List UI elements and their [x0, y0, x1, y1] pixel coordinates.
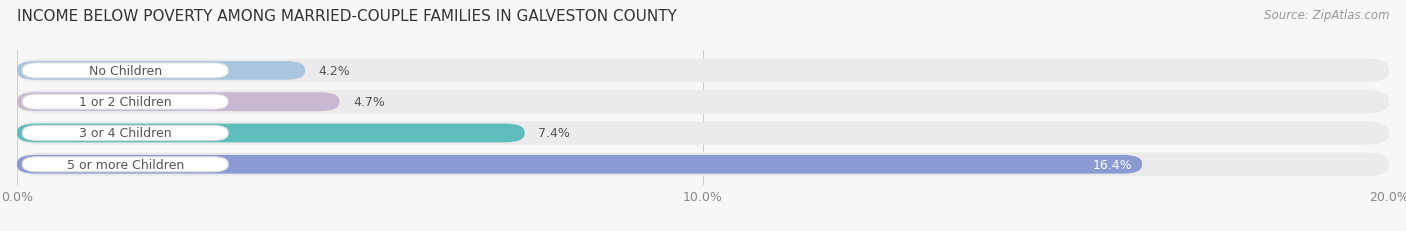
Text: 7.4%: 7.4%	[538, 127, 571, 140]
Text: 3 or 4 Children: 3 or 4 Children	[79, 127, 172, 140]
FancyBboxPatch shape	[17, 91, 1389, 114]
Text: 5 or more Children: 5 or more Children	[66, 158, 184, 171]
Text: INCOME BELOW POVERTY AMONG MARRIED-COUPLE FAMILIES IN GALVESTON COUNTY: INCOME BELOW POVERTY AMONG MARRIED-COUPL…	[17, 9, 676, 24]
Text: 16.4%: 16.4%	[1092, 158, 1132, 171]
Text: 4.2%: 4.2%	[319, 65, 350, 78]
Text: 4.7%: 4.7%	[353, 96, 385, 109]
FancyBboxPatch shape	[17, 155, 1142, 174]
FancyBboxPatch shape	[22, 64, 228, 79]
FancyBboxPatch shape	[22, 126, 228, 141]
FancyBboxPatch shape	[22, 157, 228, 172]
FancyBboxPatch shape	[22, 95, 228, 110]
FancyBboxPatch shape	[17, 62, 305, 80]
FancyBboxPatch shape	[17, 59, 1389, 83]
FancyBboxPatch shape	[17, 122, 1389, 145]
FancyBboxPatch shape	[17, 124, 524, 143]
FancyBboxPatch shape	[17, 153, 1389, 176]
Text: Source: ZipAtlas.com: Source: ZipAtlas.com	[1264, 9, 1389, 22]
Text: 1 or 2 Children: 1 or 2 Children	[79, 96, 172, 109]
FancyBboxPatch shape	[17, 93, 339, 112]
Text: No Children: No Children	[89, 65, 162, 78]
